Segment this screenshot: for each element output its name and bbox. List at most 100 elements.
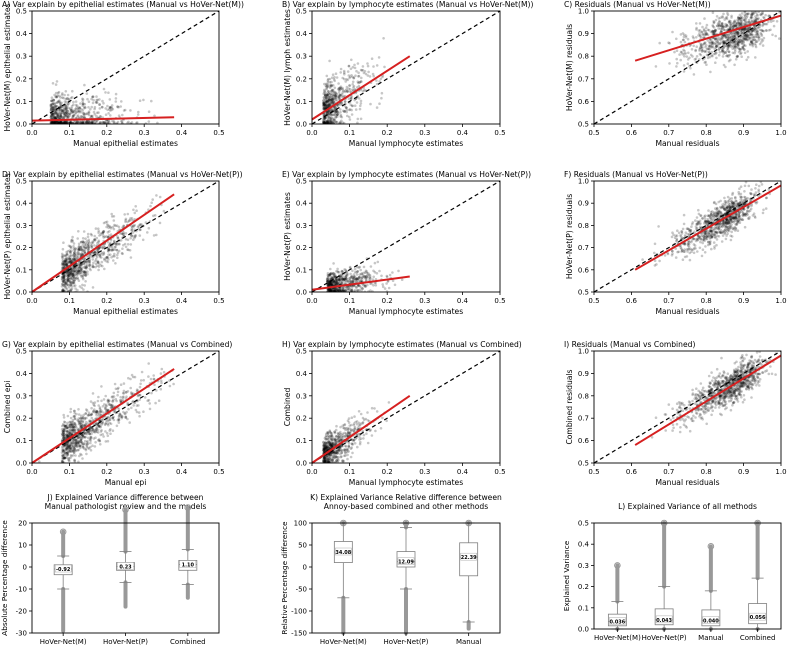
data-point xyxy=(322,96,326,99)
data-point xyxy=(333,96,337,100)
data-point xyxy=(132,208,135,212)
data-point xyxy=(79,246,83,249)
data-point xyxy=(734,21,738,25)
data-point xyxy=(101,417,105,420)
data-point xyxy=(737,192,741,196)
data-point xyxy=(345,85,349,89)
data-point xyxy=(683,255,687,259)
data-point xyxy=(716,43,720,47)
data-point xyxy=(155,194,158,197)
data-point xyxy=(100,231,103,235)
data-point xyxy=(753,194,756,198)
data-point xyxy=(152,234,156,237)
data-point xyxy=(78,271,81,274)
data-point xyxy=(62,275,66,279)
data-point xyxy=(326,119,329,123)
data-point xyxy=(327,109,331,113)
data-point xyxy=(331,290,335,292)
data-point xyxy=(57,121,60,124)
data-point xyxy=(353,290,357,292)
data-point xyxy=(78,435,81,439)
data-point xyxy=(85,263,89,267)
data-point xyxy=(325,85,328,88)
data-point xyxy=(379,77,383,81)
data-point xyxy=(702,238,706,241)
data-point xyxy=(751,43,754,46)
data-point xyxy=(49,122,53,124)
data-point xyxy=(735,212,738,215)
data-point xyxy=(728,36,732,40)
data-point xyxy=(326,120,330,124)
data-point xyxy=(364,275,368,278)
data-point xyxy=(64,106,68,110)
data-point xyxy=(323,89,327,93)
data-point xyxy=(740,31,743,35)
data-point xyxy=(72,258,76,261)
data-point xyxy=(345,279,349,282)
data-point xyxy=(107,248,111,251)
data-point xyxy=(717,17,721,20)
data-point xyxy=(133,235,137,238)
data-point xyxy=(730,41,734,44)
data-point xyxy=(731,24,735,28)
data-point xyxy=(51,117,54,120)
data-point xyxy=(325,112,329,115)
data-point xyxy=(703,221,707,224)
data-point xyxy=(733,215,736,219)
data-point xyxy=(83,121,86,124)
data-point xyxy=(72,257,76,261)
data-point xyxy=(685,255,689,258)
data-point xyxy=(358,81,361,84)
data-point xyxy=(116,105,119,108)
data-point xyxy=(329,121,333,124)
data-point xyxy=(350,274,354,278)
data-point xyxy=(360,272,363,276)
data-point xyxy=(393,283,397,287)
data-point xyxy=(695,238,699,241)
data-point xyxy=(721,231,725,234)
data-point xyxy=(718,216,721,219)
data-point xyxy=(721,49,725,52)
data-point xyxy=(758,35,761,38)
data-point xyxy=(338,120,342,124)
data-point xyxy=(87,243,90,247)
data-point xyxy=(727,199,731,202)
data-point xyxy=(726,222,729,225)
data-point xyxy=(721,203,724,206)
data-point xyxy=(121,247,124,250)
data-point xyxy=(712,201,716,205)
data-point xyxy=(706,223,710,227)
data-point xyxy=(71,121,75,124)
data-point xyxy=(721,230,725,233)
data-point xyxy=(744,27,748,30)
data-point xyxy=(73,249,77,253)
data-point xyxy=(65,262,69,266)
data-point xyxy=(740,196,743,199)
data-point xyxy=(322,92,326,96)
data-point xyxy=(327,112,331,116)
data-point xyxy=(61,262,65,266)
data-point xyxy=(86,249,90,252)
data-point xyxy=(109,239,113,242)
data-point xyxy=(723,18,726,21)
data-point xyxy=(739,24,743,27)
data-point xyxy=(91,263,94,267)
data-point xyxy=(355,273,359,276)
data-point xyxy=(57,121,61,124)
data-point xyxy=(754,40,758,43)
data-point xyxy=(327,110,330,114)
data-point xyxy=(704,41,707,45)
data-point xyxy=(701,241,704,245)
data-point xyxy=(133,223,136,227)
data-point xyxy=(744,34,748,37)
data-point xyxy=(344,89,347,92)
data-point xyxy=(72,254,75,258)
y-tick-label: 0.6 xyxy=(578,266,590,274)
data-point xyxy=(710,236,714,239)
data-point xyxy=(72,114,75,117)
data-point xyxy=(723,225,727,228)
data-point xyxy=(721,22,724,25)
data-point xyxy=(60,93,64,97)
data-point xyxy=(704,43,708,47)
data-point xyxy=(69,280,72,283)
